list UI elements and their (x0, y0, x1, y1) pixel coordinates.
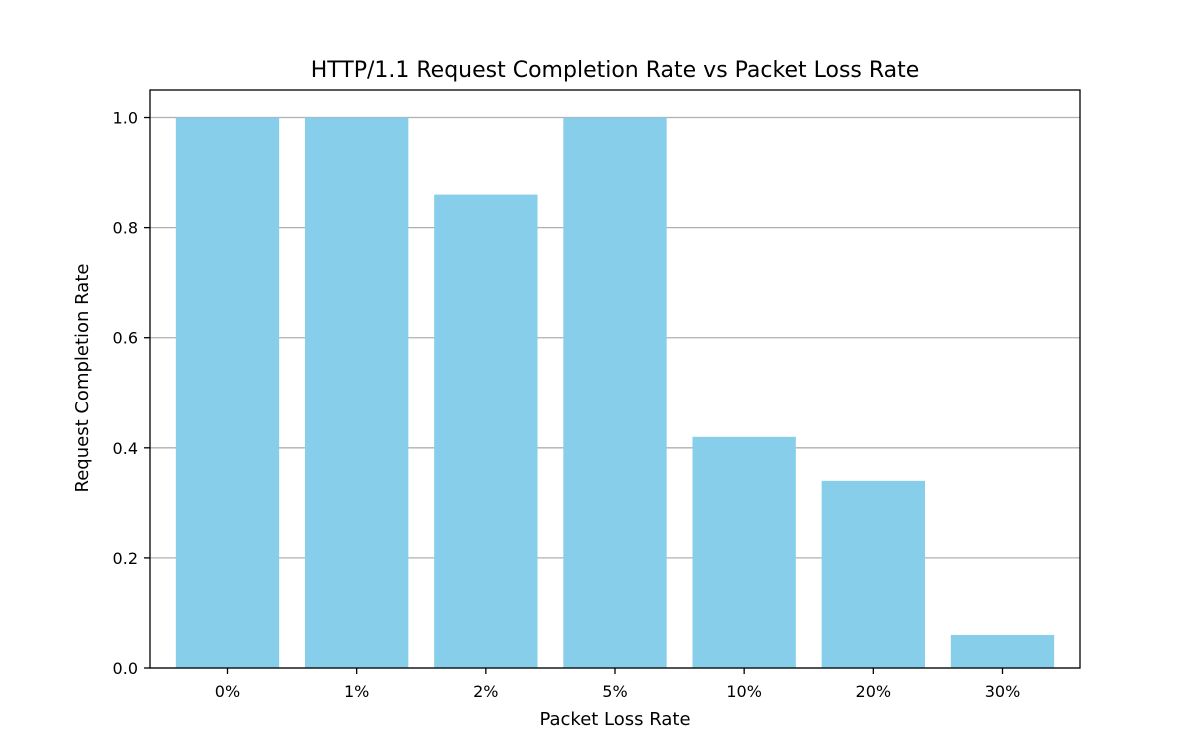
y-tick-label: 0.2 (113, 549, 138, 568)
x-tick-label: 1% (344, 682, 369, 701)
x-tick-label: 10% (726, 682, 762, 701)
bar-10-percent (692, 436, 796, 668)
bar-30-percent (950, 634, 1055, 668)
y-tick-label: 0.6 (113, 329, 138, 348)
y-axis-ticks: 0.0 0.2 0.4 0.6 0.8 1.0 (113, 109, 150, 678)
bar-2-percent (434, 194, 538, 669)
bar-5-percent (563, 117, 667, 669)
x-tick-label: 2% (473, 682, 498, 701)
y-tick-label: 0.4 (113, 439, 138, 458)
y-tick-label: 0.8 (113, 219, 138, 238)
x-axis-ticks: 0% 1% 2% 5% 10% 20% 30% (215, 668, 1020, 701)
x-tick-label: 0% (215, 682, 240, 701)
bar-0-percent (175, 117, 280, 669)
x-tick-label: 30% (985, 682, 1021, 701)
x-tick-label: 20% (856, 682, 892, 701)
chart-title: HTTP/1.1 Request Completion Rate vs Pack… (311, 58, 920, 83)
bars (175, 117, 1055, 669)
y-tick-label: 0.0 (113, 659, 138, 678)
bar-20-percent (821, 480, 925, 668)
x-axis-label: Packet Loss Rate (539, 709, 690, 730)
x-tick-label: 5% (602, 682, 627, 701)
bar-1-percent (305, 117, 409, 669)
y-axis-label: Request Completion Rate (72, 264, 93, 493)
y-tick-label: 1.0 (113, 109, 138, 128)
